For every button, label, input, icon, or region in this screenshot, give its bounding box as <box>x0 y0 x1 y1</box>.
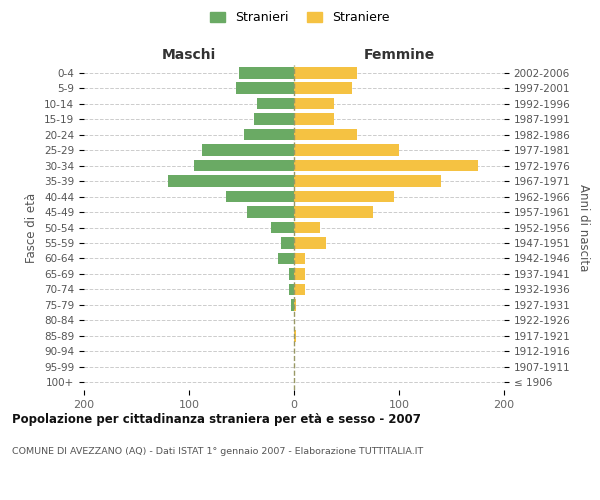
Bar <box>244 129 294 140</box>
Bar <box>294 67 357 78</box>
Bar <box>294 284 305 295</box>
Text: Maschi: Maschi <box>162 48 216 62</box>
Bar <box>294 252 305 264</box>
Bar <box>289 284 294 295</box>
Bar <box>294 144 399 156</box>
Text: Femmine: Femmine <box>364 48 434 62</box>
Bar <box>294 299 296 310</box>
Bar <box>281 237 294 249</box>
Bar <box>239 67 294 78</box>
Bar <box>294 222 320 234</box>
Bar <box>226 190 294 202</box>
Legend: Stranieri, Straniere: Stranieri, Straniere <box>208 8 392 26</box>
Y-axis label: Anni di nascita: Anni di nascita <box>577 184 590 271</box>
Bar <box>294 190 394 202</box>
Bar <box>254 114 294 125</box>
Text: Popolazione per cittadinanza straniera per età e sesso - 2007: Popolazione per cittadinanza straniera p… <box>12 412 421 426</box>
Bar <box>168 176 294 187</box>
Bar <box>247 206 294 218</box>
Bar <box>294 206 373 218</box>
Bar <box>202 144 294 156</box>
Bar <box>294 176 441 187</box>
Text: COMUNE DI AVEZZANO (AQ) - Dati ISTAT 1° gennaio 2007 - Elaborazione TUTTITALIA.I: COMUNE DI AVEZZANO (AQ) - Dati ISTAT 1° … <box>12 448 423 456</box>
Bar <box>294 114 334 125</box>
Bar <box>294 129 357 140</box>
Bar <box>294 98 334 110</box>
Bar <box>294 82 352 94</box>
Bar <box>236 82 294 94</box>
Bar <box>294 330 296 342</box>
Bar <box>289 268 294 280</box>
Bar <box>194 160 294 172</box>
Bar <box>257 98 294 110</box>
Bar <box>291 299 294 310</box>
Bar <box>294 237 325 249</box>
Y-axis label: Fasce di età: Fasce di età <box>25 192 38 262</box>
Bar <box>294 268 305 280</box>
Bar <box>278 252 294 264</box>
Bar <box>294 160 478 172</box>
Bar <box>271 222 294 234</box>
